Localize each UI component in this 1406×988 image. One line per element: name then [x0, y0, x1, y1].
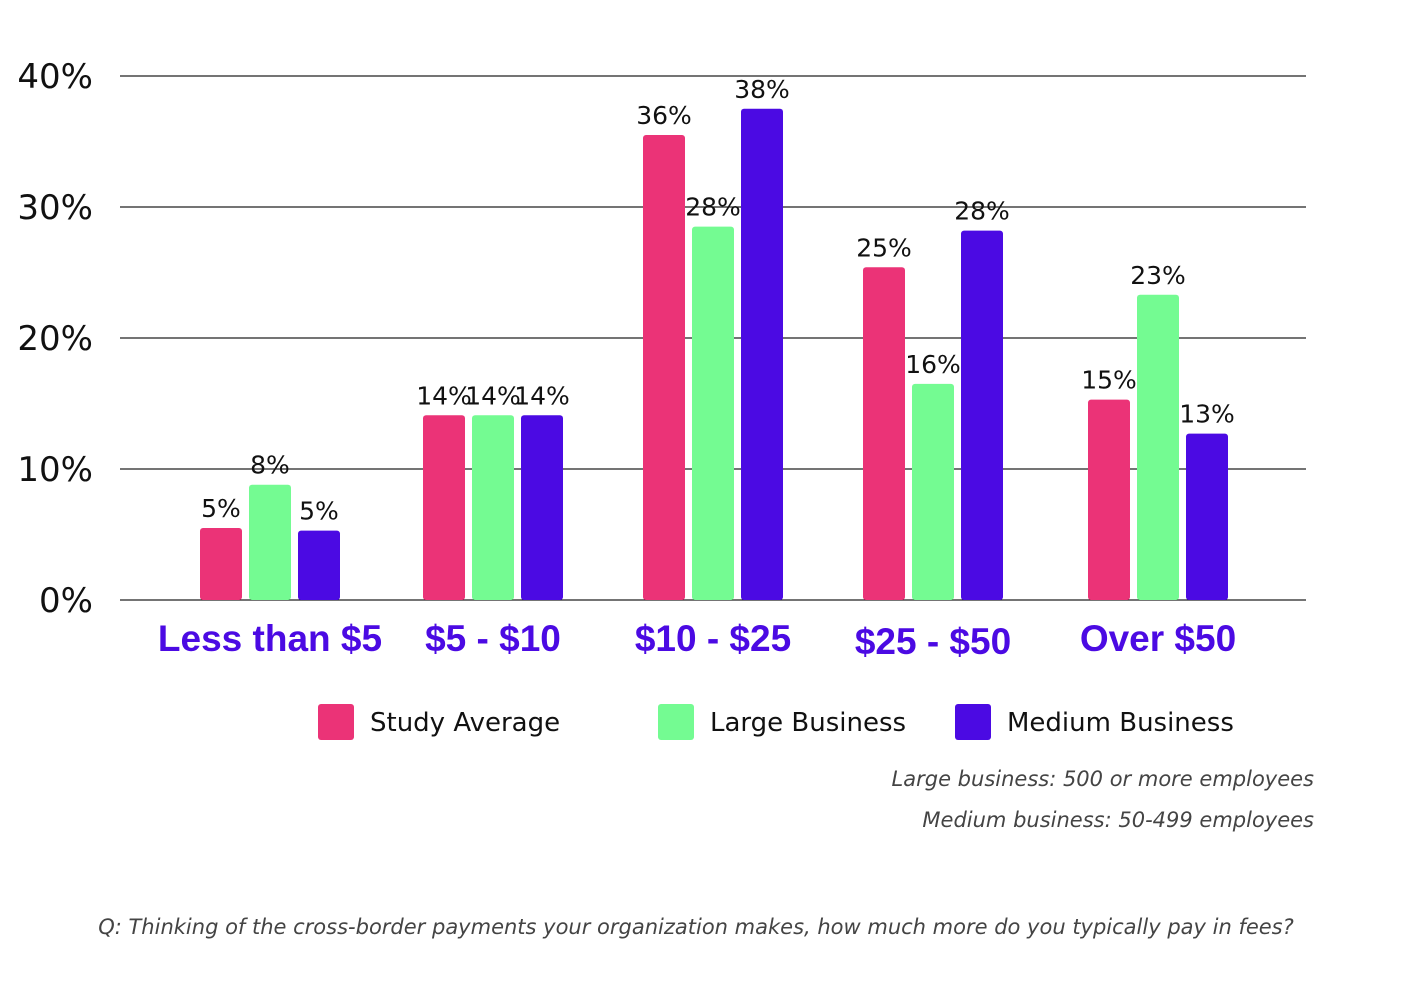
legend-label: Large Business — [710, 708, 906, 738]
y-axis-ticks: 0% 10% 20% 30% 40% — [17, 57, 93, 621]
y-tick-label: 30% — [17, 188, 93, 228]
category-label: $5 - $10 — [425, 618, 561, 659]
bar-study-average — [863, 267, 905, 600]
bar-study-average — [200, 527, 242, 600]
y-tick-label: 20% — [17, 319, 93, 359]
note-medium-business: Medium business: 50-499 employees — [922, 808, 1314, 832]
legend-label: Medium Business — [1007, 708, 1234, 738]
category-label: Less than $5 — [158, 618, 382, 659]
data-label: 13% — [1179, 400, 1235, 429]
category-label: $25 - $50 — [855, 621, 1011, 662]
bar-medium-business — [961, 230, 1003, 600]
bar-study-average — [423, 415, 465, 600]
data-label: 15% — [1081, 366, 1137, 395]
data-label: 36% — [636, 101, 692, 130]
category-label: $10 - $25 — [635, 618, 791, 659]
bar-large-business — [692, 226, 734, 600]
bar-study-average — [643, 134, 685, 600]
survey-question: Q: Thinking of the cross-border payments… — [98, 915, 1294, 939]
data-label: 28% — [954, 197, 1010, 226]
data-label: 16% — [905, 350, 961, 379]
bar-study-average — [1088, 399, 1130, 600]
bar-medium-business — [741, 108, 783, 600]
category-label: Over $50 — [1080, 618, 1236, 659]
data-label: 5% — [299, 497, 339, 526]
data-labels: 5%8%5%14%14%14%36%28%38%25%16%28%15%23%1… — [201, 75, 1235, 526]
legend-swatch — [658, 704, 694, 740]
bar-medium-business — [298, 530, 340, 600]
legend-swatch — [955, 704, 991, 740]
bar-large-business — [249, 484, 291, 600]
bar-large-business — [1137, 294, 1179, 600]
y-tick-label: 0% — [39, 581, 93, 621]
legend: Study Average Large Business Medium Busine… — [318, 704, 1234, 740]
legend-label: Study Average — [370, 708, 560, 738]
y-tick-label: 10% — [17, 450, 93, 490]
data-label: 14% — [416, 381, 472, 410]
data-label: 14% — [514, 381, 570, 410]
data-label: 23% — [1130, 261, 1186, 290]
bars — [200, 108, 1228, 600]
data-label: 38% — [734, 75, 790, 104]
bar-medium-business — [521, 415, 563, 600]
y-tick-label: 40% — [17, 57, 93, 97]
bar-medium-business — [1186, 433, 1228, 600]
data-label: 5% — [201, 494, 241, 523]
data-label: 25% — [856, 233, 912, 262]
note-large-business: Large business: 500 or more employees — [892, 767, 1315, 791]
data-label: 14% — [465, 381, 521, 410]
data-label: 28% — [685, 193, 741, 222]
data-label: 8% — [250, 451, 290, 480]
bar-large-business — [912, 383, 954, 600]
legend-swatch — [318, 704, 354, 740]
bar-large-business — [472, 415, 514, 600]
x-axis-categories: Less than $5 $5 - $10 $10 - $25 $25 - $50 Ov… — [158, 618, 1236, 662]
